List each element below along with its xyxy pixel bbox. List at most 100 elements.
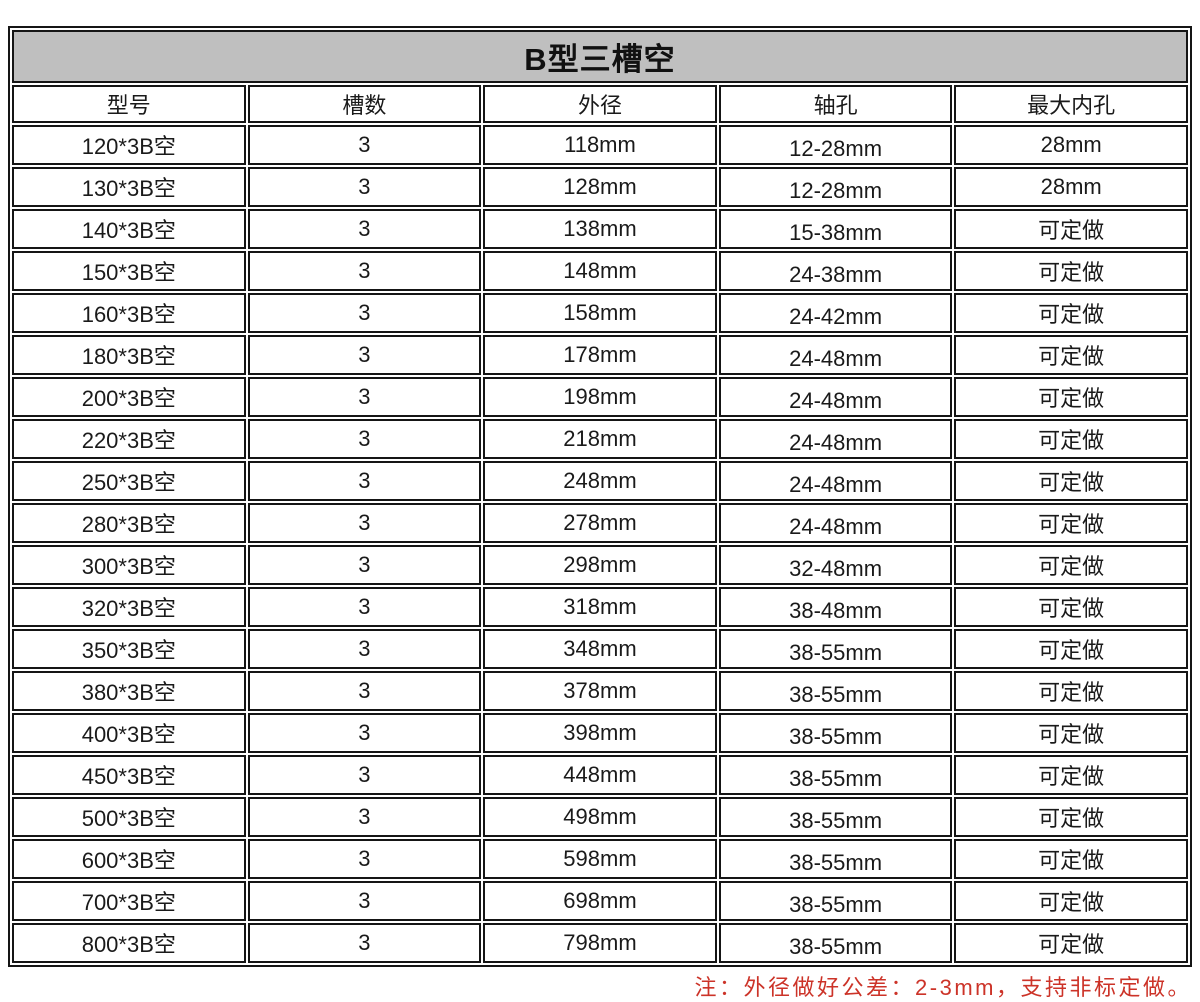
table-cell: 178mm	[483, 335, 717, 375]
table-cell: 24-48mm	[718, 377, 953, 417]
table-cell: 38-55mm	[718, 713, 953, 753]
table-cell: 可定做	[954, 839, 1188, 879]
spec-table: B型三槽空 型号 槽数 外径 轴孔 最大内孔 120*3B空 3 118mm 12-28mm 2…	[8, 26, 1192, 967]
table-row: 400*3B空 3 398mm 38-55mm 可定做	[12, 713, 1188, 753]
table-row: 300*3B空 3 298mm 32-48mm 可定做	[12, 545, 1188, 585]
table-cell: 38-55mm	[718, 629, 953, 669]
table-cell: 380*3B空	[12, 671, 246, 711]
table-cell: 498mm	[483, 797, 717, 837]
table-cell: 38-55mm	[718, 755, 953, 795]
table-cell: 318mm	[483, 587, 717, 627]
table-cell: 600*3B空	[12, 839, 246, 879]
table-cell: 可定做	[954, 587, 1188, 627]
table-cell: 38-48mm	[718, 587, 953, 627]
table-cell: 158mm	[483, 293, 717, 333]
table-cell: 300*3B空	[12, 545, 246, 585]
table-cell: 3	[247, 461, 482, 501]
table-row: 350*3B空 3 348mm 38-55mm 可定做	[12, 629, 1188, 669]
table-cell: 可定做	[954, 629, 1188, 669]
table-cell: 可定做	[954, 209, 1188, 249]
table-cell: 800*3B空	[12, 923, 246, 963]
column-header: 型号	[12, 85, 246, 123]
table-body: 120*3B空 3 118mm 12-28mm 28mm 130*3B空 3 128mm 12-…	[12, 125, 1188, 963]
column-header: 槽数	[247, 85, 482, 123]
table-cell: 320*3B空	[12, 587, 246, 627]
table-cell: 可定做	[954, 797, 1188, 837]
table-cell: 可定做	[954, 293, 1188, 333]
table-cell: 350*3B空	[12, 629, 246, 669]
table-cell: 348mm	[483, 629, 717, 669]
footnote: 注：外径做好公差：2-3mm，支持非标定做。	[694, 975, 1192, 1000]
table-cell: 3	[247, 755, 482, 795]
table-cell: 150*3B空	[12, 251, 246, 291]
table-cell: 3	[247, 881, 482, 921]
table-cell: 160*3B空	[12, 293, 246, 333]
table-cell: 38-55mm	[718, 923, 953, 963]
table-cell: 278mm	[483, 503, 717, 543]
table-cell: 298mm	[483, 545, 717, 585]
table-cell: 24-38mm	[718, 251, 953, 291]
table-cell: 可定做	[954, 545, 1188, 585]
title-row: B型三槽空	[12, 30, 1188, 83]
table-cell: 可定做	[954, 419, 1188, 459]
table-cell: 3	[247, 839, 482, 879]
table-cell: 398mm	[483, 713, 717, 753]
table-cell: 128mm	[483, 167, 717, 207]
table-row: 150*3B空 3 148mm 24-38mm 可定做	[12, 251, 1188, 291]
table-cell: 140*3B空	[12, 209, 246, 249]
header-row: 型号 槽数 外径 轴孔 最大内孔	[12, 85, 1188, 123]
table-cell: 700*3B空	[12, 881, 246, 921]
table-cell: 12-28mm	[718, 125, 953, 165]
table-cell: 12-28mm	[718, 167, 953, 207]
table-row: 380*3B空 3 378mm 38-55mm 可定做	[12, 671, 1188, 711]
table-cell: 3	[247, 503, 482, 543]
table-row: 250*3B空 3 248mm 24-48mm 可定做	[12, 461, 1188, 501]
table-cell: 3	[247, 419, 482, 459]
table-cell: 32-48mm	[718, 545, 953, 585]
table-cell: 15-38mm	[718, 209, 953, 249]
table-cell: 450*3B空	[12, 755, 246, 795]
table-cell: 500*3B空	[12, 797, 246, 837]
table-cell: 220*3B空	[12, 419, 246, 459]
table-cell: 38-55mm	[718, 839, 953, 879]
table-cell: 3	[247, 545, 482, 585]
table-cell: 378mm	[483, 671, 717, 711]
table-cell: 3	[247, 377, 482, 417]
table-cell: 3	[247, 713, 482, 753]
table-cell: 24-48mm	[718, 503, 953, 543]
table-cell: 可定做	[954, 461, 1188, 501]
table-cell: 24-48mm	[718, 419, 953, 459]
table-cell: 200*3B空	[12, 377, 246, 417]
table-cell: 400*3B空	[12, 713, 246, 753]
table-title: B型三槽空	[12, 30, 1188, 83]
table-cell: 24-48mm	[718, 461, 953, 501]
table-cell: 248mm	[483, 461, 717, 501]
table-cell: 148mm	[483, 251, 717, 291]
table-cell: 3	[247, 797, 482, 837]
column-header: 最大内孔	[954, 85, 1188, 123]
table-cell: 280*3B空	[12, 503, 246, 543]
table-cell: 120*3B空	[12, 125, 246, 165]
table-cell: 130*3B空	[12, 167, 246, 207]
table-cell: 38-55mm	[718, 881, 953, 921]
table-row: 160*3B空 3 158mm 24-42mm 可定做	[12, 293, 1188, 333]
table-cell: 3	[247, 671, 482, 711]
column-header: 轴孔	[718, 85, 953, 123]
table-cell: 可定做	[954, 713, 1188, 753]
table-row: 120*3B空 3 118mm 12-28mm 28mm	[12, 125, 1188, 165]
table-cell: 可定做	[954, 503, 1188, 543]
table-cell: 可定做	[954, 335, 1188, 375]
table-row: 600*3B空 3 598mm 38-55mm 可定做	[12, 839, 1188, 879]
table-row: 130*3B空 3 128mm 12-28mm 28mm	[12, 167, 1188, 207]
table-cell: 598mm	[483, 839, 717, 879]
table-cell: 118mm	[483, 125, 717, 165]
table-row: 280*3B空 3 278mm 24-48mm 可定做	[12, 503, 1188, 543]
table-cell: 28mm	[954, 167, 1188, 207]
table-cell: 3	[247, 125, 482, 165]
table-cell: 448mm	[483, 755, 717, 795]
table-row: 700*3B空 3 698mm 38-55mm 可定做	[12, 881, 1188, 921]
table-row: 220*3B空 3 218mm 24-48mm 可定做	[12, 419, 1188, 459]
table-cell: 250*3B空	[12, 461, 246, 501]
table-cell: 38-55mm	[718, 797, 953, 837]
